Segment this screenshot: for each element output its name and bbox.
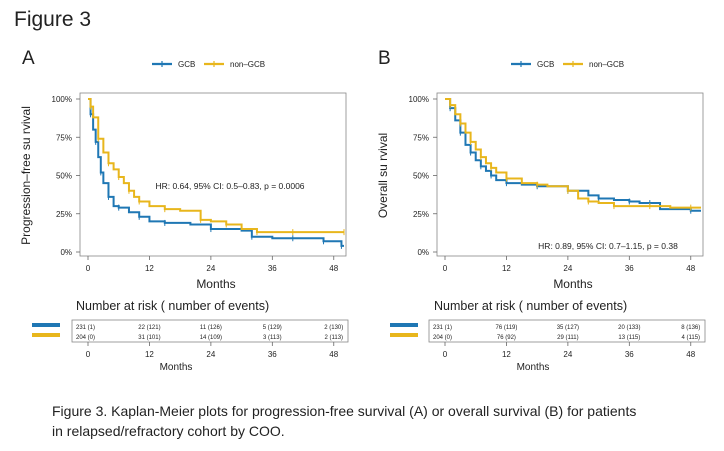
panel-a-risk-xtick-label: 24 xyxy=(206,350,215,359)
panel-a-ytick-label: 100% xyxy=(52,95,72,104)
panel-b-ytick-label: 75% xyxy=(413,133,429,142)
panel-b-risk-xtick-label: 0 xyxy=(443,350,448,359)
panel-a-risk-table-title: Number at risk ( number of events) xyxy=(76,299,269,313)
panel-b-risk-cell: 20 (133) xyxy=(618,325,640,331)
caption-line-1: Figure 3. Kaplan-Meier plots for progres… xyxy=(52,403,637,419)
panel-b-ytick-label: 50% xyxy=(413,172,429,181)
panel-a-xtick-label: 12 xyxy=(145,264,154,273)
panel-b-curve-nongcb xyxy=(445,98,701,209)
panel-a-ytick-label: 0% xyxy=(60,248,72,257)
panel-a-risk-cell: 14 (109) xyxy=(200,335,222,341)
panel-b-curve-gcb xyxy=(445,98,701,212)
panel-b-xtick-label: 48 xyxy=(686,264,695,273)
panel-b-risk-cell: 204 (0) xyxy=(433,335,452,341)
panel-a-curve-gcb xyxy=(88,98,344,247)
panel-a-risk-table-frame xyxy=(71,319,349,343)
panel-label-a: A xyxy=(22,48,35,69)
panel-b-risk-cell: 76 (119) xyxy=(495,325,517,331)
panel-b-xaxis-title: Months xyxy=(553,277,592,291)
panel-a-risk-cell: 3 (113) xyxy=(263,335,282,341)
panel-b-risk-cell: 76 (92) xyxy=(497,335,516,341)
panel-a-xtick-label: 36 xyxy=(268,264,277,273)
figure-title: Figure 3 xyxy=(14,8,92,31)
panel-a-risk-xtick-label: 36 xyxy=(268,350,277,359)
panel-a-risk-cell: 2 (130) xyxy=(324,325,343,331)
panel-b-risk-xtick-label: 36 xyxy=(625,350,634,359)
panel-a-risk-cell: 31 (101) xyxy=(138,335,160,341)
panel-a-xtick-label: 24 xyxy=(206,264,215,273)
panel-a-risk-xaxis-title: Months xyxy=(160,362,193,373)
panel-a-risk-cell: 231 (1) xyxy=(76,325,95,331)
figure-caption: Figure 3. Kaplan-Meier plots for progres… xyxy=(52,401,692,441)
panel-b-ytick-label: 25% xyxy=(413,210,429,219)
panel-a-ytick-label: 75% xyxy=(56,133,72,142)
panel-a-risk-cell: 11 (126) xyxy=(200,325,222,331)
panel-b-risk-table-title: Number at risk ( number of events) xyxy=(434,299,627,313)
panel-b-legend-label-1: non–GCB xyxy=(589,60,624,69)
panel-b-risk-cell: 35 (127) xyxy=(557,325,579,331)
panel-b-hr-annotation: HR: 0.89, 95% CI: 0.7–1.15, p = 0.38 xyxy=(538,241,678,251)
panel-b-risk-cell: 8 (136) xyxy=(681,325,700,331)
panel-a-risk-xtick-label: 48 xyxy=(329,350,338,359)
panel-b-xtick-label: 24 xyxy=(563,264,572,273)
panel-label-b: B xyxy=(378,48,391,69)
panel-a-risk-xtick-label: 0 xyxy=(86,350,91,359)
panel-a-curve-nongcb xyxy=(88,98,344,234)
panel-a-ytick-label: 50% xyxy=(56,172,72,181)
km-figure: 0% 25% 50% 75% 100% 0 12 24 36 48 Months Progressio… xyxy=(19,60,706,373)
panel-b-ytick-label: 0% xyxy=(417,248,429,257)
panel-a-legend-label-0: GCB xyxy=(178,60,195,69)
panel-b-risk-xaxis-title: Months xyxy=(517,362,550,373)
panel-a-risk-cell: 22 (121) xyxy=(138,325,160,331)
panel-b-risk-cell: 231 (1) xyxy=(433,325,452,331)
panel-b-plot-frame xyxy=(436,92,704,257)
panel-b-risk-cell: 13 (115) xyxy=(618,335,640,341)
panel-a-xtick-label: 48 xyxy=(329,264,338,273)
panel-a-yaxis-title: Progression–free su rvival xyxy=(19,106,33,245)
panel-a-hr-annotation: HR: 0.64, 95% CI: 0.5–0.83, p = 0.0006 xyxy=(155,181,304,191)
panel-b-risk-xtick-label: 48 xyxy=(686,350,695,359)
panel-a-plot-frame xyxy=(79,92,347,257)
panel-b-xtick-label: 0 xyxy=(443,264,448,273)
caption-line-2: in relapsed/refractory cohort by COO. xyxy=(52,423,285,439)
panel-b-yaxis-title: Overall su rvival xyxy=(376,133,390,218)
panel-a-risk-xtick-label: 12 xyxy=(145,350,154,359)
panel-b-xtick-label: 12 xyxy=(502,264,511,273)
panel-a-xtick-label: 0 xyxy=(86,264,91,273)
panel-b-risk-cell: 29 (111) xyxy=(557,335,578,341)
panel-b-ytick-label: 100% xyxy=(409,95,429,104)
panel-b-legend-label-0: GCB xyxy=(537,60,554,69)
panel-a-xaxis-title: Months xyxy=(196,277,235,291)
panel-b-risk-cell: 4 (115) xyxy=(681,335,700,341)
panel-b-risk-table-frame xyxy=(428,319,706,343)
panel-b-risk-xtick-label: 12 xyxy=(502,350,511,359)
panel-a-risk-cell: 5 (129) xyxy=(263,325,282,331)
panel-b-risk-xtick-label: 24 xyxy=(563,350,572,359)
panel-a-risk-cell: 204 (0) xyxy=(76,335,95,341)
panel-a-risk-cell: 2 (113) xyxy=(324,335,343,341)
panel-b-xtick-label: 36 xyxy=(625,264,634,273)
panel-a-legend-label-1: non–GCB xyxy=(230,60,265,69)
panel-a-ytick-label: 25% xyxy=(56,210,72,219)
